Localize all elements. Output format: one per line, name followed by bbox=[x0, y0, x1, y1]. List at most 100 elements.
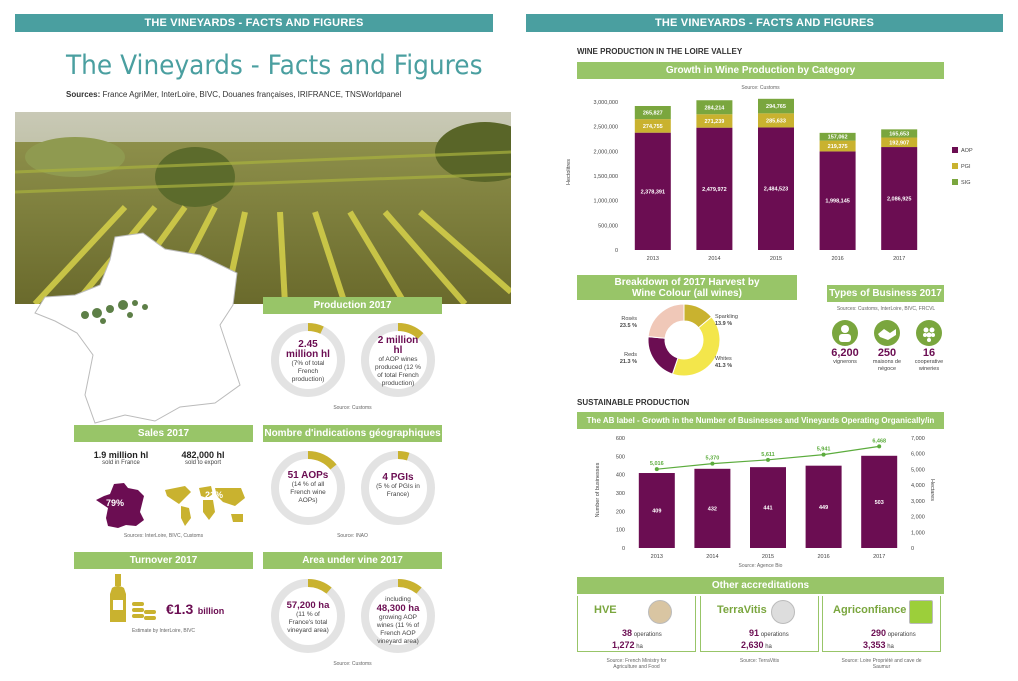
growth-ytick: 3,000,000 bbox=[594, 100, 618, 106]
ab-bar-label: 441 bbox=[763, 506, 772, 512]
growth-bar-aop bbox=[696, 127, 733, 250]
ab-ytick-left: 0 bbox=[622, 546, 625, 552]
business-heading: Types of Business 2017 bbox=[827, 285, 944, 302]
growth-bar-aop bbox=[881, 147, 918, 250]
growth-bar-label: 2,479,972 bbox=[702, 187, 726, 193]
growth-legend-label: SIG bbox=[961, 180, 970, 186]
business-item: 6,200 vignerons bbox=[825, 347, 865, 366]
gi-ring-1-text: 51 AOPs (14 % of all French wine AOPs) bbox=[270, 470, 346, 505]
business-source: Sources: Customs, InterLoire, BIVC, FRCV… bbox=[836, 306, 936, 312]
colour-slice-rosés bbox=[647, 303, 685, 339]
colour-label-value: 21.3 % bbox=[620, 359, 637, 365]
area-ring-2-value: 48,300 ha bbox=[376, 603, 420, 614]
france-sales-map bbox=[96, 483, 144, 528]
ab-chart: Number of businesses Hectares 0 100 200 300… bbox=[595, 436, 935, 560]
growth-bar-pgi bbox=[696, 114, 733, 128]
business-label: vignerons bbox=[833, 359, 857, 365]
growth-bar-label: 284,214 bbox=[704, 105, 725, 111]
ab-xtick: 2015 bbox=[762, 554, 774, 560]
colour-label-name: Sparkling bbox=[715, 314, 738, 320]
growth-bar-label: 165,653 bbox=[889, 131, 909, 137]
business-item: 250 maisons de négoce bbox=[867, 347, 907, 373]
accreditation-name: HVE bbox=[594, 604, 617, 616]
area-ring-2-text: including 48,300 ha growing AOP wines (1… bbox=[360, 596, 436, 646]
colour-slice-reds bbox=[647, 336, 679, 375]
production-ring-1-caption: (7% of total French production) bbox=[291, 360, 325, 383]
growth-bar-label: 2,378,391 bbox=[641, 189, 665, 195]
growth-bar-label: 294,765 bbox=[766, 104, 786, 110]
growth-legend-swatch bbox=[952, 179, 958, 185]
growth-bar-sig bbox=[881, 129, 918, 138]
growth-ytick: 1,000,000 bbox=[594, 199, 618, 205]
area-ring-2 bbox=[361, 579, 435, 653]
turnover-heading: Turnover 2017 bbox=[74, 552, 253, 569]
ab-hectares-point bbox=[710, 461, 715, 466]
business-label: maisons de négoce bbox=[872, 359, 902, 372]
other-heading: Other accreditations bbox=[577, 577, 944, 594]
ab-bar-label: 449 bbox=[819, 505, 828, 511]
growth-legend-swatch bbox=[952, 147, 958, 153]
ab-bar-label: 503 bbox=[875, 500, 884, 506]
colour-label-name: Rosés bbox=[621, 316, 637, 322]
colour-label-value: 23.5 % bbox=[620, 323, 637, 329]
accreditation-logo-icon bbox=[771, 600, 795, 624]
ab-heading: The AB label - Growth in the Number of B… bbox=[577, 412, 944, 442]
growth-bar-label: 2,086,925 bbox=[887, 197, 911, 203]
sources-text: France AgriMer, InterLoire, BIVC, Douane… bbox=[102, 90, 402, 99]
ab-hectares-label: 5,370 bbox=[706, 456, 720, 462]
sales-france-text: sold in France bbox=[102, 460, 140, 466]
ab-hectares-label: 5,611 bbox=[761, 452, 774, 458]
colour-heading: Breakdown of 2017 Harvest by Wine Colour… bbox=[577, 275, 797, 300]
growth-xtick: 2015 bbox=[770, 256, 782, 262]
ab-ytick-right: 1,000 bbox=[911, 530, 925, 536]
growth-bar-aop bbox=[819, 151, 856, 250]
area-ring-1-text: 57,200 ha (11 % of France's total vineya… bbox=[270, 601, 346, 635]
accreditation-ha: 3,353 ha bbox=[863, 640, 894, 650]
growth-bar-label: 192,907 bbox=[889, 140, 909, 146]
business-value: 250 bbox=[877, 347, 897, 359]
business-value: 16 bbox=[922, 347, 936, 359]
ab-hectares-point bbox=[654, 467, 659, 472]
ab-bar bbox=[750, 467, 786, 548]
production-ring-2 bbox=[361, 323, 435, 397]
production-ring-1-text: 2.45 million hl (7% of total French prod… bbox=[270, 340, 346, 384]
gi-ring-2 bbox=[361, 451, 435, 525]
accreditation-box: HVE 38 operations 1,272 ha bbox=[577, 596, 696, 652]
left-banner: THE VINEYARDS - FACTS AND FIGURES bbox=[15, 14, 493, 32]
sales-export-text: sold to export bbox=[184, 460, 222, 466]
growth-bar-sig bbox=[758, 98, 794, 114]
accreditation-box: TerraVitis 91 operations 2,630 ha bbox=[700, 596, 819, 652]
ab-ylabel-left: Number of businesses bbox=[595, 462, 601, 517]
growth-xtick: 2016 bbox=[831, 256, 843, 262]
accreditation-ops: 290 operations bbox=[871, 628, 916, 638]
colour-label-name: Whites bbox=[715, 356, 732, 362]
area-ring-1-caption: (11 % of France's total vineyard area) bbox=[287, 611, 329, 634]
colour-slice-whites bbox=[671, 316, 721, 377]
sales-export-pct: 21% bbox=[205, 490, 224, 500]
ab-ytick-right: 0 bbox=[911, 546, 914, 552]
gi-ring-2-caption: (5 % of PGIs in France) bbox=[376, 483, 420, 498]
growth-bar-pgi bbox=[881, 137, 918, 148]
area-ring-1 bbox=[271, 579, 345, 653]
ab-ytick-right: 3,000 bbox=[911, 499, 925, 505]
accreditation-source: Source: TerraVitis bbox=[739, 658, 780, 664]
gi-ring-2-text: 4 PGIs (5 % of PGIs in France) bbox=[360, 472, 436, 499]
bottle-and-coins-icon bbox=[110, 574, 156, 622]
ab-ytick-right: 4,000 bbox=[911, 483, 925, 489]
sources-line: Sources: France AgriMer, InterLoire, BIV… bbox=[66, 90, 401, 99]
sales-export: 482,000 hl sold to export bbox=[168, 450, 238, 466]
ab-ytick-left: 100 bbox=[616, 528, 625, 534]
page-title: The Vineyards - Facts and Figures bbox=[66, 50, 483, 81]
gi-heading: Nombre d'indications géographiques bbox=[263, 425, 442, 442]
growth-bar-label: 157,062 bbox=[828, 135, 848, 141]
growth-legend-swatch bbox=[952, 163, 958, 169]
ab-ytick-left: 500 bbox=[616, 454, 625, 460]
turnover-amount: €1.3 bbox=[166, 601, 194, 617]
gi-ring-2-value: 4 PGIs bbox=[382, 472, 414, 483]
vigneron-icon bbox=[832, 320, 858, 346]
sales-export-value: 482,000 hl bbox=[181, 450, 225, 460]
sales-heading: Sales 2017 bbox=[74, 425, 253, 442]
growth-source: Source: Customs bbox=[741, 85, 780, 91]
handshake-icon bbox=[874, 320, 900, 346]
